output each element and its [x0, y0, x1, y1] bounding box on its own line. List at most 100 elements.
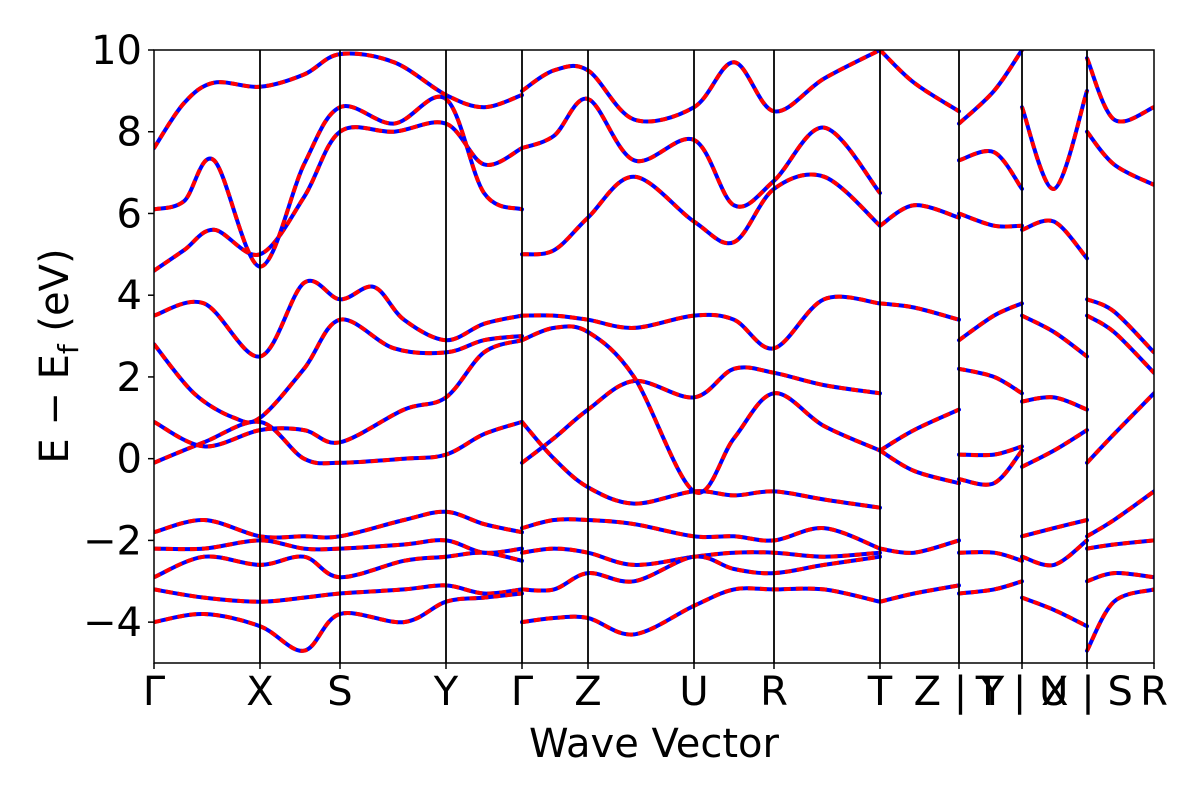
band-line-red-dashed: [1085, 313, 1154, 375]
band-line-blue: [520, 172, 882, 257]
band-line-red-dashed: [521, 586, 881, 637]
band-line-blue: [520, 324, 882, 495]
band-line-blue: [520, 50, 882, 124]
band-line-blue: [520, 365, 882, 465]
band-line-red-dashed: [521, 172, 882, 257]
band-line-red-dashed: [521, 554, 881, 593]
band-line-blue: [957, 211, 1024, 229]
band-line-blue: [957, 366, 1024, 396]
band-line-red-dashed: [154, 338, 523, 449]
band-line-red-dashed: [1021, 428, 1089, 469]
x-tick-label: R: [1140, 669, 1168, 715]
band-line-red-dashed: [520, 420, 881, 510]
y-axis-title-unit: (eV): [32, 248, 78, 344]
band-line-blue: [957, 444, 1024, 458]
k-point-divider-lines: [259, 50, 1088, 663]
x-tick-label: T | U: [975, 669, 1069, 715]
band-line-blue: [154, 550, 524, 580]
x-tick-label: Z: [574, 669, 601, 715]
band-line-blue: [154, 509, 524, 540]
band-line-red-dashed: [154, 591, 523, 653]
band-line-red-dashed: [1021, 595, 1088, 628]
x-tick-label: R: [760, 669, 788, 715]
band-line-red-dashed: [1085, 57, 1154, 124]
y-tick-label: −4: [83, 600, 142, 646]
band-line-red-dashed: [154, 278, 523, 359]
band-line-blue: [520, 294, 882, 351]
band-line-blue: [1020, 395, 1089, 412]
band-line-blue: [957, 448, 1024, 487]
band-line-red-dashed: [1086, 571, 1154, 584]
band-line-red-dashed: [958, 211, 1023, 229]
y-tick-label: 2: [117, 355, 142, 401]
band-line-blue: [1020, 313, 1089, 359]
band-line-blue: [878, 301, 961, 322]
band-line-blue: [1085, 571, 1154, 584]
band-line-blue: [520, 554, 882, 593]
band-line-red-dashed: [958, 149, 1024, 191]
y-axis-ticks: −4 −2 0 2 4 6 8 10: [83, 28, 154, 646]
band-line-blue: [957, 550, 1024, 563]
x-tick-label: U: [679, 669, 708, 715]
band-line-red-dashed: [154, 94, 523, 269]
y-tick-label: 10: [91, 28, 142, 74]
x-tick-label: X | S: [1041, 669, 1133, 715]
band-line-blue: [957, 149, 1024, 191]
x-tick-label: T: [867, 669, 893, 715]
band-line-blue: [520, 517, 882, 551]
band-line-red-dashed: [521, 324, 881, 495]
band-line-red-dashed: [1085, 130, 1154, 187]
band-line-red-dashed: [878, 448, 960, 486]
band-line-red-dashed: [1085, 391, 1154, 465]
band-line-red-dashed: [878, 407, 960, 453]
band-line-blue: [1085, 129, 1154, 187]
band-line-blue: [154, 591, 524, 653]
band-line-red-dashed: [520, 50, 881, 124]
band-line-red-dashed: [154, 317, 523, 425]
band-line-red-dashed: [521, 294, 881, 351]
band-line-red-dashed: [1086, 297, 1154, 354]
band-line-blue: [1020, 538, 1089, 568]
y-tick-label: 0: [117, 437, 142, 483]
band-line-red-dashed: [878, 50, 961, 113]
bands-layer: [154, 50, 1154, 653]
x-tick-label: Z | Y: [914, 669, 1005, 715]
band-line-blue: [154, 338, 524, 449]
band-line-blue: [1085, 538, 1154, 551]
band-line-red-dashed: [521, 517, 881, 551]
band-line-red-dashed: [154, 509, 523, 540]
y-axis-title-main: E − E: [32, 354, 78, 464]
x-tick-label: S: [327, 669, 352, 715]
band-line-red-dashed: [1086, 538, 1154, 551]
band-line-red-dashed: [1020, 90, 1089, 191]
band-line-red-dashed: [1085, 489, 1154, 539]
band-line-blue: [878, 538, 961, 555]
y-tick-label: 4: [117, 273, 142, 319]
band-line-red-dashed: [521, 96, 882, 209]
band-line-red-dashed: [520, 365, 881, 465]
band-line-red-dashed: [958, 366, 1024, 396]
band-line-red-dashed: [957, 301, 1023, 342]
band-line-blue: [154, 94, 524, 269]
band-line-blue: [1020, 518, 1089, 539]
band-line-blue: [1020, 218, 1089, 261]
x-axis-title: Wave Vector: [529, 721, 780, 767]
band-line-blue: [520, 96, 882, 209]
band-line-blue: [957, 579, 1024, 596]
band-line-red-dashed: [154, 51, 523, 150]
x-tick-label: X: [246, 669, 273, 715]
y-tick-label: 8: [117, 110, 142, 156]
band-line-blue: [878, 583, 961, 604]
band-line-red-dashed: [1021, 538, 1089, 568]
band-line-blue: [520, 586, 882, 637]
band-line-red-dashed: [1085, 587, 1154, 652]
y-tick-label: 6: [117, 191, 142, 237]
band-line-red-dashed: [878, 203, 960, 228]
x-tick-label: Y: [433, 669, 459, 715]
x-tick-label: Γ: [511, 669, 534, 715]
x-tick-label: Γ: [143, 669, 166, 715]
band-line-red-dashed: [957, 50, 1024, 126]
band-line-blue: [1020, 88, 1089, 191]
